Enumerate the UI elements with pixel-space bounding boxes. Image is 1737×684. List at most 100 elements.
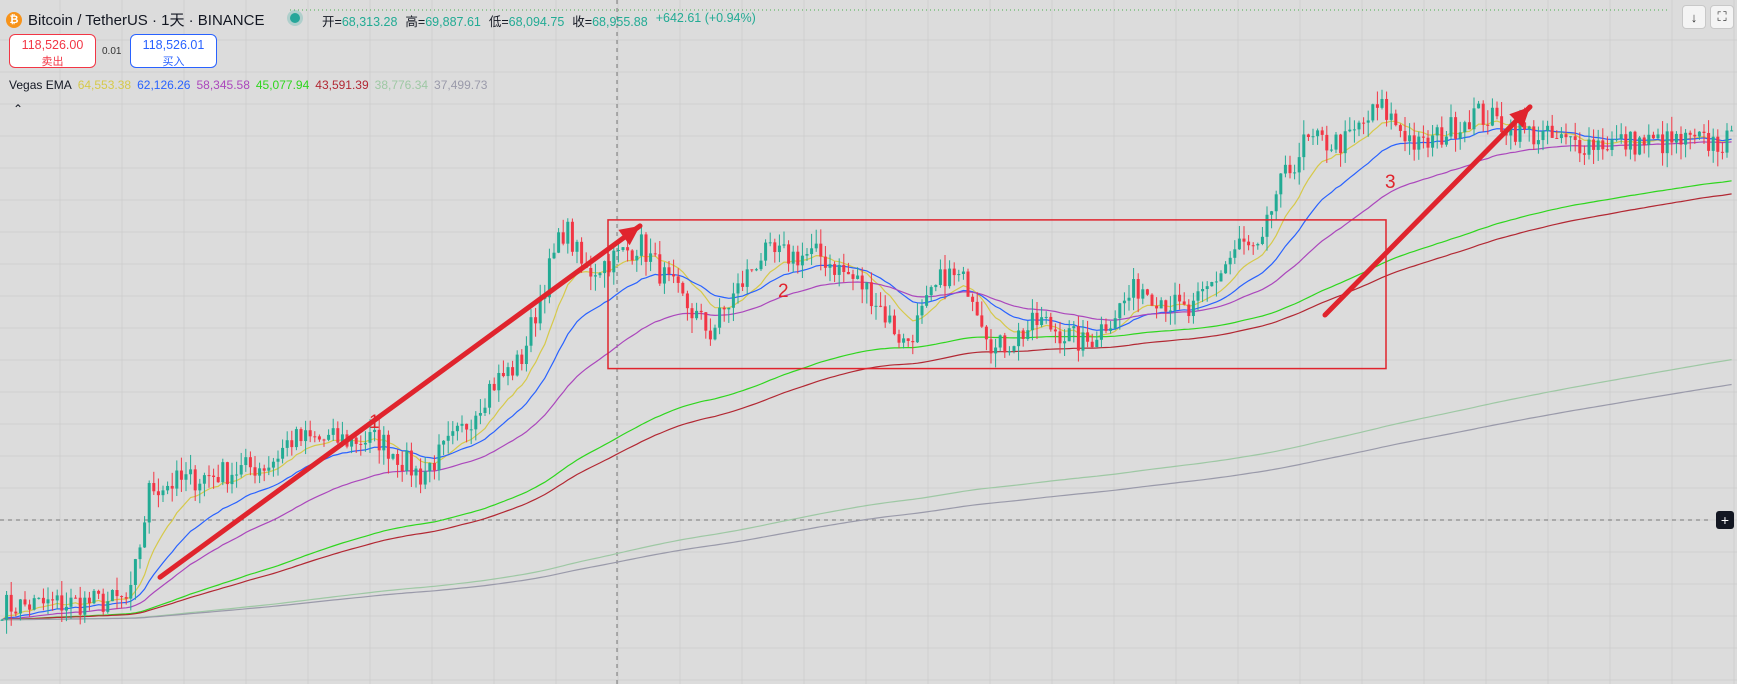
- candle-body: [1702, 131, 1706, 133]
- candle-body: [331, 428, 335, 435]
- sell-label: 卖出: [41, 56, 64, 68]
- candle-body: [1233, 249, 1237, 258]
- candle-body: [1205, 286, 1209, 290]
- candle-body: [469, 429, 473, 431]
- candle-body: [1201, 289, 1205, 292]
- candle-body: [386, 434, 390, 459]
- candle-body: [1348, 129, 1352, 132]
- candle-body: [635, 255, 639, 261]
- candle-body: [1219, 273, 1223, 282]
- candle-body: [1619, 134, 1623, 140]
- candle-body: [1546, 125, 1550, 132]
- candle-body: [212, 475, 216, 478]
- candle-body: [1440, 127, 1444, 145]
- candle-body: [1523, 122, 1527, 130]
- candle-body: [1357, 122, 1361, 130]
- candle-body: [308, 430, 312, 437]
- candle-body: [1325, 134, 1329, 151]
- ema-line-676: [1, 383, 1732, 621]
- candle-body: [1366, 120, 1370, 123]
- candle-body: [713, 327, 717, 340]
- candle-body: [1371, 104, 1375, 121]
- sell-button[interactable]: 118,526.00 卖出: [9, 34, 96, 68]
- candle-body: [1536, 140, 1540, 145]
- candle-body: [1389, 113, 1393, 120]
- candle-body: [1674, 133, 1678, 143]
- candle-body: [299, 429, 303, 442]
- candle-body: [97, 590, 101, 594]
- candle-body: [874, 305, 878, 307]
- candle-body: [699, 310, 703, 313]
- candle-body: [1426, 137, 1430, 148]
- candle-body: [175, 470, 179, 489]
- candle-body: [1339, 134, 1343, 154]
- candle-body: [1283, 164, 1287, 174]
- candle-body: [934, 284, 938, 288]
- symbol-title[interactable]: ₿ Bitcoin / TetherUS · 1天 · BINANCE: [6, 9, 264, 30]
- candle-body: [690, 308, 694, 319]
- candle-body: [1398, 125, 1402, 131]
- candle-body: [1104, 324, 1108, 331]
- candle-body: [1679, 133, 1683, 145]
- buy-price: 118,526.01: [142, 38, 205, 52]
- ema-value-7: 37,499.73: [434, 78, 488, 92]
- candle-body: [258, 468, 262, 476]
- candle-body: [60, 595, 64, 611]
- candle-body: [1481, 103, 1485, 125]
- candle-body: [520, 354, 524, 365]
- ema-line-576: [1, 359, 1732, 621]
- buy-button[interactable]: 118,526.01 买入: [130, 34, 217, 68]
- arrow-1-head: [618, 225, 640, 246]
- candle-body: [244, 457, 248, 466]
- candle-body: [207, 475, 211, 477]
- candle-body: [1030, 312, 1034, 331]
- indicator-legend[interactable]: Vegas EMA 64,553.38 62,126.26 58,345.58 …: [9, 78, 487, 92]
- candle-body: [55, 595, 59, 601]
- range-box: [607, 219, 1387, 370]
- candle-body: [1316, 130, 1320, 137]
- candle-body: [580, 241, 584, 264]
- candle-body: [1237, 238, 1241, 250]
- candle-body: [235, 474, 239, 476]
- candle-body: [662, 267, 666, 284]
- arrow-3-shaft: [1322, 104, 1533, 318]
- candle-body: [428, 462, 432, 472]
- market-status-icon[interactable]: [290, 13, 300, 23]
- candle-body: [805, 254, 809, 256]
- crosshair-plus-icon[interactable]: +: [1716, 511, 1734, 529]
- candle-body: [1076, 326, 1080, 351]
- candle-body: [492, 383, 496, 391]
- candle-body: [1017, 330, 1021, 347]
- candle-body: [340, 434, 344, 443]
- change-value: +642.61 (+0.94%): [655, 11, 756, 25]
- candle-body: [768, 242, 772, 244]
- candle-body: [377, 429, 381, 451]
- candle-body: [18, 599, 22, 614]
- fullscreen-icon[interactable]: ⛶: [1710, 5, 1734, 29]
- candle-body: [1651, 134, 1655, 139]
- candle-body: [5, 594, 9, 620]
- collapse-chevron-icon[interactable]: ⌃: [13, 102, 24, 116]
- candle-body: [731, 293, 735, 308]
- ema-value-3: 58,345.58: [196, 78, 250, 92]
- candle-body: [1385, 98, 1389, 120]
- candle-body: [704, 312, 708, 331]
- candle-body: [1302, 134, 1306, 158]
- candle-body: [1072, 326, 1076, 329]
- candle-body: [989, 339, 993, 354]
- candle-body: [1467, 122, 1471, 130]
- candle-body: [681, 282, 685, 294]
- candle-body: [1559, 134, 1563, 139]
- candle-body: [1159, 300, 1163, 309]
- download-icon[interactable]: ↓: [1682, 5, 1706, 29]
- candle-body: [1270, 211, 1274, 215]
- candle-body: [1063, 341, 1067, 344]
- candle-body: [1049, 316, 1053, 330]
- candle-body: [1343, 131, 1347, 154]
- candle-body: [1067, 328, 1071, 342]
- candle-body: [483, 407, 487, 413]
- candle-body: [184, 474, 188, 480]
- candle-body: [373, 429, 377, 433]
- candle-body: [1454, 117, 1458, 139]
